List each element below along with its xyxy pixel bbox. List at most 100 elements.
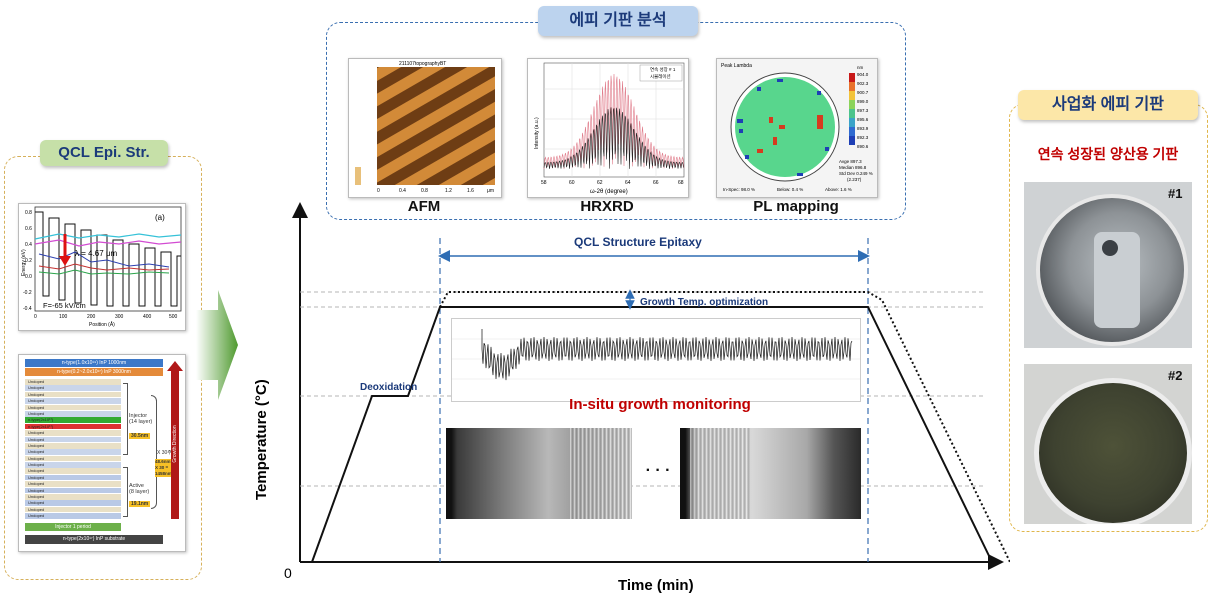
band-ytick: -0.2: [23, 290, 32, 296]
injector-period-layer: Injector 1 period: [25, 523, 121, 531]
active-thickness: 19.1nm: [129, 501, 151, 507]
layer-row: Undoped: [25, 468, 121, 475]
hrxrd-xtick: 64: [625, 180, 631, 186]
layer-row: Undoped: [25, 449, 121, 455]
pl-scale-value: 904.0: [857, 72, 869, 77]
layer-row: Undoped: [25, 442, 121, 449]
layer-row: Undoped: [25, 398, 121, 404]
band-ytick: 0.8: [25, 210, 32, 216]
layer-row: Undoped: [25, 462, 121, 468]
origin-label: 0: [284, 565, 292, 581]
hrxrd-label: HRXRD: [580, 198, 634, 215]
temperature-profile-line: [311, 306, 993, 563]
pl-scale-value: 902.3: [857, 81, 869, 86]
pl-colorbar: [849, 73, 855, 145]
insitu-signal: [481, 329, 853, 381]
pl-stat-inspec: In-Spec: 98.0 %: [723, 187, 755, 192]
pl-stat-below: Below: 0.4 %: [777, 187, 803, 192]
afm-xtick: 1.6: [467, 188, 474, 194]
afm-image: 211107topographyBT 0 0.4 0.8 1.2 1.6 μm: [348, 58, 502, 198]
field-label: F=-65 kV/cm: [43, 301, 86, 310]
layer-row: n-type(2x10¹⁷): [25, 417, 121, 423]
layer-row: Undoped: [25, 391, 121, 398]
injector-label: Injector (14 layer): [129, 413, 153, 425]
wafer-photo-1: #1: [1024, 182, 1192, 348]
layer-row: Undoped: [25, 481, 121, 487]
wafer-1-camera-icon: [1102, 240, 1118, 256]
band-xlabel: Position (Å): [89, 321, 115, 328]
afm-plot-title: 211107topographyBT: [399, 61, 446, 67]
band-diagram: (a) λ = 4.67 μm F=-65 kV/cm Energy (eV) …: [18, 203, 186, 331]
active-bracket: [123, 467, 128, 517]
x-axis-label: Time (min): [618, 577, 694, 594]
pl-stat-median: Median 896.8: [839, 165, 867, 170]
afm-xtick: 0.4: [399, 188, 406, 194]
pl-scale-value: 897.3: [857, 108, 869, 113]
hrxrd-xticks: 58 60 62 64 66 68: [541, 180, 684, 186]
rheed-streaks-1: [570, 428, 632, 519]
layer-row: Undoped: [25, 385, 121, 391]
layer-row: Undoped: [25, 487, 121, 494]
layer-row: Undoped: [25, 436, 121, 443]
band-yticks: 0.8 0.6 0.4 0.2 0.0 -0.2 -0.4: [23, 210, 32, 312]
optimized-temperature-line: [439, 291, 1010, 563]
band-diagram-svg: (a) λ = 4.67 μm F=-65 kV/cm Energy (eV) …: [21, 206, 182, 328]
pl-scale-value: 892.3: [857, 135, 869, 140]
band-xtick: 200: [87, 314, 96, 320]
pl-stat-stddev2: (2.237): [847, 177, 862, 182]
growth-direction-arrowhead: [167, 361, 183, 371]
layer-row: Undoped: [25, 404, 121, 411]
growth-direction-arrow: [171, 369, 179, 519]
band-xtick: 500: [169, 314, 178, 320]
afm-xtick: μm: [487, 188, 494, 194]
band-ytick: 0.2: [25, 258, 32, 264]
pl-plot-title: Peak Lambda: [721, 63, 752, 69]
insitu-label: In-situ growth monitoring: [569, 396, 751, 413]
rheed-streaks-2: [690, 428, 750, 519]
pl-mapping: Peak Lambda nm 904.0 902.3 900.7 899.0 8…: [716, 58, 878, 198]
band-ylabel: Energy (eV): [21, 249, 27, 276]
qcl-structure-title: QCL Epi. Str.: [40, 140, 168, 166]
hrxrd-plot-svg: 연속 성장 # 1 시뮬레이션 Intensity (a.u.) ω-2θ (d…: [534, 62, 685, 195]
band-xtick: 100: [59, 314, 68, 320]
optimization-label: Growth Temp. optimization: [640, 297, 768, 308]
insitu-monitoring-svg: [452, 329, 860, 381]
hrxrd-legend-sim: 시뮬레이션: [650, 73, 671, 80]
band-xticks: 0 100 200 300 400 500: [34, 314, 178, 320]
hrxrd-measured-curve: [543, 107, 685, 169]
active-label: Active (8 layer): [129, 483, 150, 495]
layer-stack: n-type(1.0x10¹⁹) InP 1000nm n-type(0.2~2…: [18, 354, 186, 552]
afm-xticks: 0 0.4 0.8 1.2 1.6 μm: [377, 188, 494, 194]
pl-stat-stddev: Std Dev 0.249 %: [839, 171, 873, 176]
layer-row: n-type(2x10¹⁷): [25, 423, 121, 430]
top-layer-1: n-type(1.0x10¹⁹) InP 1000nm: [25, 359, 163, 367]
insitu-monitoring-plot: [451, 318, 861, 402]
band-ytick: 0.4: [25, 242, 32, 248]
afm-xtick: 0.8: [421, 188, 428, 194]
wafer-1-label: #1: [1168, 186, 1183, 201]
commercial-subtitle: 연속 성장된 양산용 기판: [1037, 146, 1179, 162]
substrate-layer: n-type(2x10¹⁷) InP substrate: [25, 535, 163, 544]
injector-thickness: 30.5nm: [129, 433, 151, 439]
top-layer-2: n-type(0.2~2.0x10¹⁷) InP 3000nm: [25, 368, 163, 376]
band-panel-label: (a): [155, 213, 165, 222]
layer-row: Undoped: [25, 410, 121, 417]
commercial-title: 사업화 에피 기판: [1018, 90, 1198, 120]
pl-scale: 904.0 902.3 900.7 899.0 897.3 895.6 893.…: [857, 72, 869, 149]
band-xtick: 400: [143, 314, 152, 320]
pl-scale-value: 890.6: [857, 144, 869, 149]
pl-scale-value: 893.9: [857, 126, 869, 131]
band-ytick: 0.6: [25, 226, 32, 232]
wafer-2-disc: [1034, 378, 1192, 524]
flow-arrow-icon: [196, 290, 238, 400]
afm-label: AFM: [407, 198, 441, 215]
layer-row: Undoped: [25, 513, 121, 519]
hrxrd-legend-measured: 연속 성장 # 1: [650, 66, 676, 73]
growth-direction-label: Growth Direction: [172, 425, 178, 463]
pl-scale-value: 899.0: [857, 99, 869, 104]
pl-scale-value: 895.6: [857, 117, 869, 122]
repeat-label: X 30주기: [157, 450, 177, 456]
pl-label: PL mapping: [753, 198, 839, 215]
pl-stat-above: Above: 1.6 %: [825, 187, 852, 192]
pl-scale-value: 900.7: [857, 90, 869, 95]
